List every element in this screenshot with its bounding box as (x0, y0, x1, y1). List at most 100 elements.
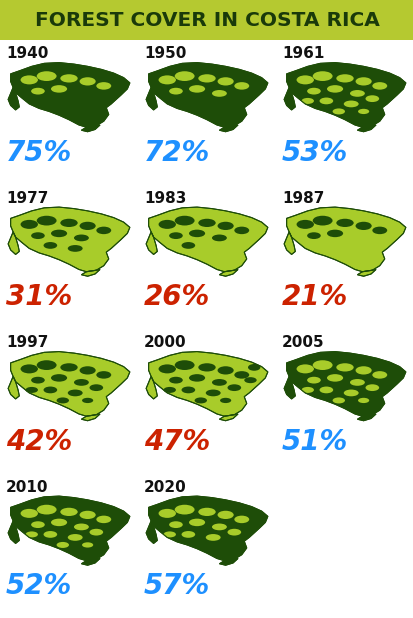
Ellipse shape (169, 88, 183, 95)
Ellipse shape (306, 377, 320, 384)
Ellipse shape (21, 220, 38, 229)
Ellipse shape (355, 77, 371, 85)
Text: 1977: 1977 (6, 191, 48, 206)
Ellipse shape (163, 387, 176, 393)
Ellipse shape (74, 379, 89, 386)
Text: 2020: 2020 (144, 480, 186, 495)
Ellipse shape (51, 85, 67, 93)
Ellipse shape (227, 529, 240, 536)
Polygon shape (146, 376, 157, 399)
Text: 42%: 42% (6, 428, 72, 455)
Ellipse shape (335, 74, 353, 83)
Ellipse shape (343, 389, 358, 396)
Ellipse shape (60, 219, 78, 227)
Polygon shape (286, 62, 405, 127)
Ellipse shape (301, 98, 313, 104)
Polygon shape (219, 125, 237, 132)
Ellipse shape (21, 365, 38, 373)
Ellipse shape (169, 232, 183, 239)
Ellipse shape (198, 74, 215, 83)
Text: FOREST COVER IN COSTA RICA: FOREST COVER IN COSTA RICA (34, 11, 379, 30)
Polygon shape (8, 376, 19, 399)
Text: 75%: 75% (6, 138, 72, 167)
Ellipse shape (37, 216, 57, 226)
Ellipse shape (96, 371, 111, 379)
Ellipse shape (79, 222, 95, 230)
Ellipse shape (181, 531, 195, 538)
FancyBboxPatch shape (0, 0, 413, 40)
Ellipse shape (217, 366, 233, 375)
Ellipse shape (306, 88, 320, 95)
Ellipse shape (371, 82, 386, 90)
Polygon shape (286, 207, 405, 272)
Ellipse shape (312, 360, 332, 370)
Text: 1987: 1987 (281, 191, 324, 206)
Ellipse shape (335, 363, 353, 371)
Ellipse shape (181, 242, 195, 249)
Ellipse shape (188, 85, 205, 93)
Ellipse shape (163, 531, 176, 538)
Ellipse shape (332, 397, 344, 404)
Ellipse shape (31, 377, 45, 384)
Ellipse shape (79, 510, 95, 519)
Text: 26%: 26% (144, 283, 210, 311)
Ellipse shape (355, 222, 371, 230)
Polygon shape (356, 414, 375, 421)
Ellipse shape (198, 508, 215, 516)
Ellipse shape (79, 77, 95, 85)
Ellipse shape (234, 515, 249, 523)
Ellipse shape (89, 384, 103, 391)
Text: 47%: 47% (144, 428, 210, 455)
Polygon shape (283, 232, 294, 255)
Ellipse shape (326, 85, 342, 93)
Polygon shape (8, 521, 19, 543)
Ellipse shape (174, 71, 194, 81)
Ellipse shape (332, 108, 344, 114)
Ellipse shape (205, 389, 220, 396)
Ellipse shape (326, 230, 342, 237)
Ellipse shape (74, 523, 89, 530)
Ellipse shape (43, 242, 57, 249)
Ellipse shape (96, 515, 111, 523)
Text: 21%: 21% (281, 283, 347, 311)
Ellipse shape (227, 384, 240, 391)
Ellipse shape (319, 386, 332, 393)
Ellipse shape (68, 534, 83, 541)
Ellipse shape (211, 523, 226, 530)
Ellipse shape (174, 505, 194, 515)
Ellipse shape (217, 510, 233, 519)
Text: 1997: 1997 (6, 336, 48, 350)
Text: 72%: 72% (144, 138, 210, 167)
Ellipse shape (158, 365, 176, 373)
Polygon shape (146, 232, 157, 255)
Polygon shape (219, 559, 237, 565)
Polygon shape (81, 559, 100, 565)
Polygon shape (81, 414, 100, 421)
Ellipse shape (158, 220, 176, 229)
Ellipse shape (51, 230, 67, 237)
Ellipse shape (169, 521, 183, 528)
Ellipse shape (96, 82, 111, 90)
Text: 53%: 53% (281, 138, 347, 167)
Ellipse shape (68, 245, 83, 252)
Ellipse shape (335, 219, 353, 227)
Ellipse shape (37, 505, 57, 515)
Polygon shape (11, 352, 130, 416)
Polygon shape (286, 352, 405, 416)
Ellipse shape (296, 220, 313, 229)
Polygon shape (8, 87, 19, 110)
Ellipse shape (312, 71, 332, 81)
Polygon shape (219, 414, 237, 421)
Ellipse shape (365, 384, 378, 391)
Ellipse shape (188, 519, 205, 526)
Ellipse shape (349, 90, 364, 97)
Polygon shape (146, 521, 157, 543)
Text: 1983: 1983 (144, 191, 186, 206)
Polygon shape (81, 125, 100, 132)
Ellipse shape (349, 379, 364, 386)
Polygon shape (148, 496, 267, 561)
Polygon shape (219, 269, 237, 276)
Ellipse shape (244, 377, 256, 383)
Ellipse shape (89, 529, 103, 536)
Ellipse shape (21, 75, 38, 85)
